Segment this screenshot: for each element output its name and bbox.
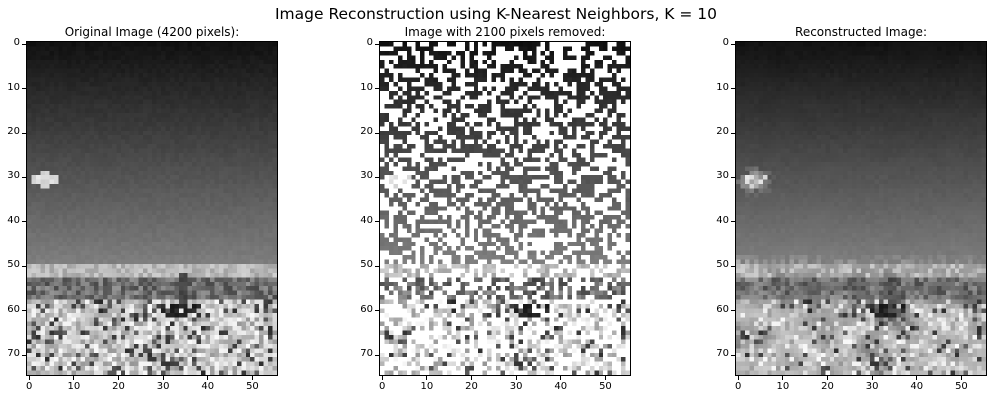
y-tick bbox=[731, 265, 735, 267]
y-tick-label: 10 bbox=[7, 81, 20, 93]
y-tick-label: 50 bbox=[360, 259, 373, 271]
x-tick bbox=[207, 376, 209, 380]
y-tick bbox=[731, 43, 735, 45]
y-tick bbox=[22, 176, 26, 178]
y-tick-label: 40 bbox=[7, 214, 20, 226]
x-tick bbox=[515, 376, 517, 380]
x-tick bbox=[916, 376, 918, 380]
y-tick bbox=[22, 132, 26, 134]
x-tick bbox=[28, 376, 30, 380]
x-tick bbox=[827, 376, 829, 380]
y-tick bbox=[375, 265, 379, 267]
x-tick bbox=[782, 376, 784, 380]
x-tick-label: 20 bbox=[112, 381, 125, 392]
subplot-title: Image with 2100 pixels removed: bbox=[404, 25, 606, 39]
x-tick bbox=[118, 376, 120, 380]
x-tick bbox=[560, 376, 562, 380]
x-tick-label: 30 bbox=[865, 381, 879, 392]
x-tick-label: 40 bbox=[554, 381, 568, 392]
x-tick-label: 20 bbox=[465, 381, 478, 392]
x-tick-label: 40 bbox=[201, 381, 215, 392]
image-axes bbox=[735, 41, 987, 376]
y-tick bbox=[731, 221, 735, 223]
y-tick bbox=[22, 354, 26, 356]
y-tick-label: 30 bbox=[360, 170, 373, 182]
y-tick-label: 0 bbox=[13, 37, 20, 49]
image-axes bbox=[26, 41, 278, 376]
y-tick bbox=[731, 354, 735, 356]
y-tick bbox=[375, 354, 379, 356]
y-tick bbox=[22, 88, 26, 90]
y-tick bbox=[731, 176, 735, 178]
y-tick bbox=[731, 132, 735, 134]
subplot-title: Original Image (4200 pixels): bbox=[64, 25, 240, 39]
x-tick-label: 20 bbox=[821, 381, 834, 392]
x-tick bbox=[737, 376, 739, 380]
x-tick-label: 0 bbox=[26, 381, 33, 392]
y-tick-label: 50 bbox=[7, 259, 20, 271]
y-tick-label: 60 bbox=[716, 303, 729, 315]
y-tick bbox=[22, 43, 26, 45]
x-tick-label: 0 bbox=[735, 381, 742, 392]
y-tick bbox=[731, 88, 735, 90]
x-tick-label: 50 bbox=[246, 381, 259, 392]
x-tick-label: 0 bbox=[379, 381, 386, 392]
y-tick-label: 60 bbox=[7, 303, 20, 315]
y-tick bbox=[375, 132, 379, 134]
y-tick bbox=[375, 88, 379, 90]
x-tick bbox=[251, 376, 253, 380]
image-axes bbox=[379, 41, 631, 376]
x-tick bbox=[871, 376, 873, 380]
y-tick-label: 20 bbox=[360, 126, 373, 138]
y-tick bbox=[375, 176, 379, 178]
image-heatmap bbox=[380, 42, 630, 375]
y-tick bbox=[375, 221, 379, 223]
y-tick bbox=[375, 43, 379, 45]
x-tick-label: 40 bbox=[910, 381, 924, 392]
y-tick-label: 20 bbox=[716, 126, 729, 138]
image-heatmap bbox=[736, 42, 986, 375]
y-tick-label: 70 bbox=[716, 348, 729, 360]
y-tick-label: 60 bbox=[360, 303, 373, 315]
x-tick bbox=[604, 376, 606, 380]
x-tick bbox=[960, 376, 962, 380]
y-tick bbox=[22, 310, 26, 312]
x-tick bbox=[381, 376, 383, 380]
x-tick-label: 10 bbox=[420, 381, 434, 392]
image-heatmap bbox=[27, 42, 277, 375]
y-tick bbox=[375, 310, 379, 312]
y-tick bbox=[22, 221, 26, 223]
y-tick-label: 70 bbox=[7, 348, 20, 360]
x-tick-label: 30 bbox=[509, 381, 523, 392]
x-tick bbox=[162, 376, 164, 380]
x-tick-label: 10 bbox=[776, 381, 790, 392]
y-tick bbox=[731, 310, 735, 312]
y-tick-label: 50 bbox=[716, 259, 729, 271]
y-tick-label: 40 bbox=[360, 214, 373, 226]
x-tick-label: 50 bbox=[599, 381, 612, 392]
y-tick-label: 0 bbox=[366, 37, 373, 49]
y-tick-label: 40 bbox=[716, 214, 729, 226]
y-tick-label: 30 bbox=[716, 170, 729, 182]
x-tick bbox=[73, 376, 75, 380]
x-tick-label: 10 bbox=[67, 381, 81, 392]
y-tick bbox=[22, 265, 26, 267]
y-tick-label: 70 bbox=[360, 348, 373, 360]
y-tick-label: 30 bbox=[7, 170, 20, 182]
y-tick-label: 10 bbox=[716, 81, 729, 93]
x-tick-label: 30 bbox=[156, 381, 170, 392]
y-tick-label: 20 bbox=[7, 126, 20, 138]
x-tick bbox=[426, 376, 428, 380]
y-tick-label: 10 bbox=[360, 81, 373, 93]
x-tick-label: 50 bbox=[955, 381, 968, 392]
figure-title: Image Reconstruction using K-Nearest Nei… bbox=[274, 5, 718, 23]
subplot-title: Reconstructed Image: bbox=[795, 25, 927, 39]
y-tick-label: 0 bbox=[722, 37, 729, 49]
x-tick bbox=[471, 376, 473, 380]
